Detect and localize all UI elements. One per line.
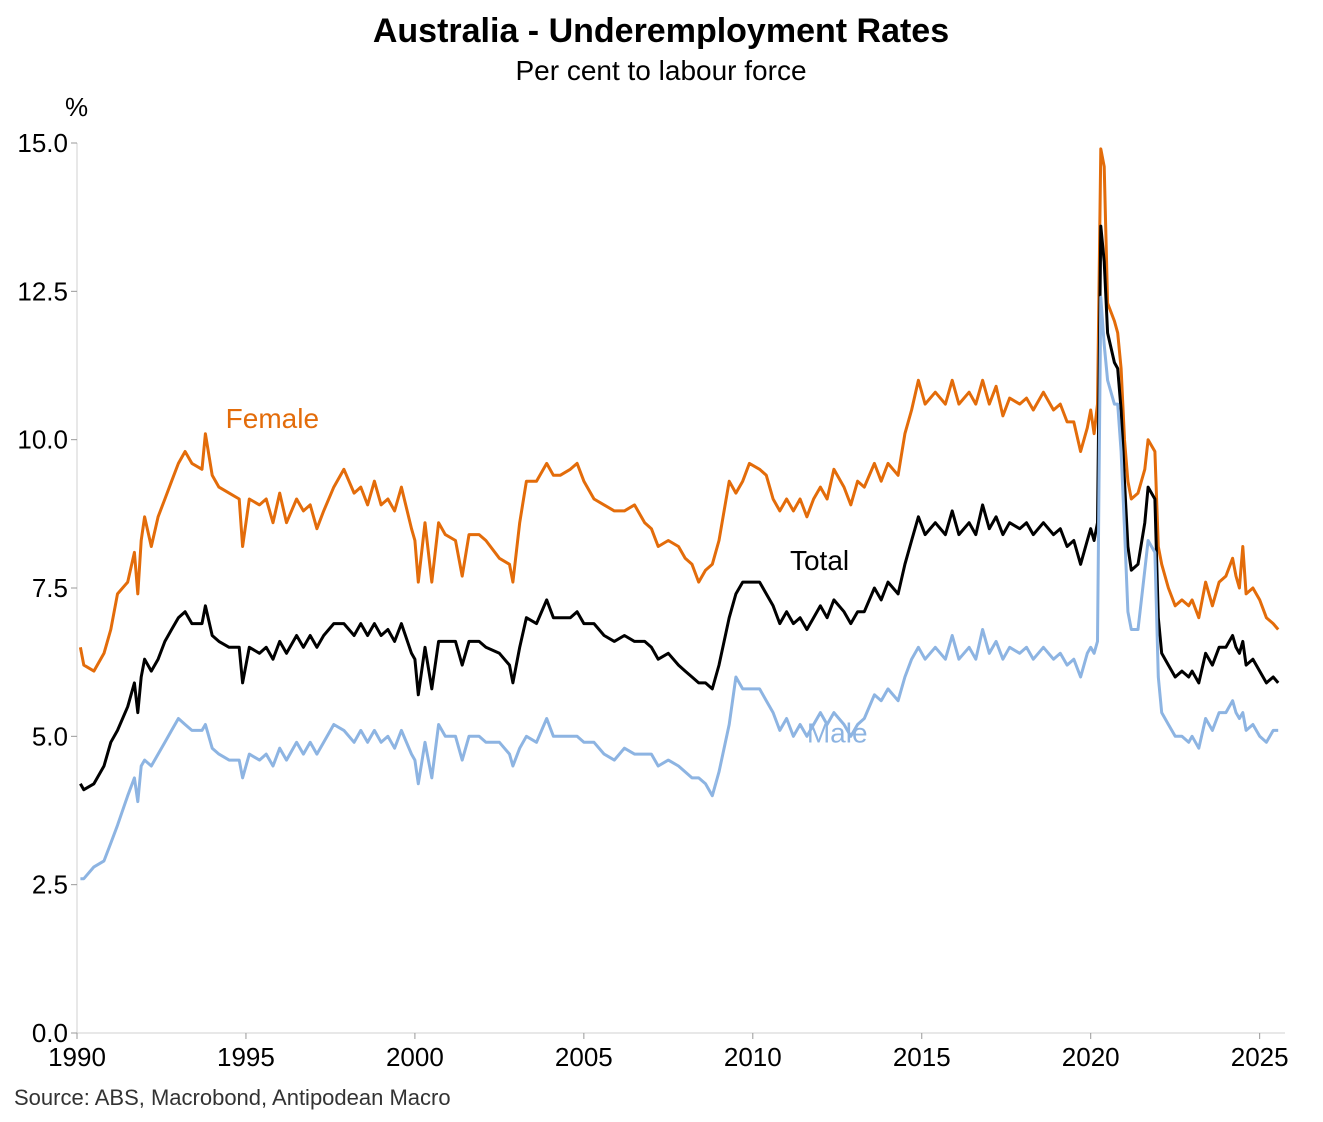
y-tick-label: 10.0 — [17, 425, 68, 455]
x-tick-label: 2015 — [893, 1042, 951, 1072]
y-tick-label: 0.0 — [32, 1018, 68, 1048]
total-series-line — [79, 224, 1280, 792]
series-lines — [78, 147, 1280, 881]
x-tick-label: 2000 — [386, 1042, 444, 1072]
y-tick-label: 15.0 — [17, 128, 68, 158]
total-series-label: Total — [790, 545, 849, 576]
y-axis-ticks: 0.0 2.5 5.0 7.5 10.0 12.5 15.0 — [17, 128, 77, 1048]
series-labels: Female Total Male — [226, 403, 868, 748]
x-tick-label: 2010 — [724, 1042, 782, 1072]
male-series-label: Male — [807, 717, 868, 748]
chart-title: Australia - Underemployment Rates — [373, 12, 949, 50]
y-tick-label: 12.5 — [17, 276, 68, 306]
male-series-line — [80, 295, 1279, 881]
y-tick-label: 5.0 — [32, 721, 68, 751]
y-tick-label: 7.5 — [32, 573, 68, 603]
x-tick-label: 2020 — [1062, 1042, 1120, 1072]
y-axis-unit: % — [65, 92, 88, 122]
x-tick-label: 1990 — [48, 1042, 106, 1072]
female-series-line — [78, 147, 1280, 673]
chart-subtitle: Per cent to labour force — [515, 55, 806, 86]
x-tick-label: 2005 — [555, 1042, 613, 1072]
x-tick-label: 2025 — [1231, 1042, 1289, 1072]
source-note: Source: ABS, Macrobond, Antipodean Macro — [14, 1085, 451, 1110]
y-tick-label: 2.5 — [32, 870, 68, 900]
x-axis-ticks: 1990 1995 2000 2005 2010 2015 2020 2025 — [48, 1033, 1289, 1072]
x-tick-label: 1995 — [217, 1042, 275, 1072]
female-series-label: Female — [226, 403, 319, 434]
